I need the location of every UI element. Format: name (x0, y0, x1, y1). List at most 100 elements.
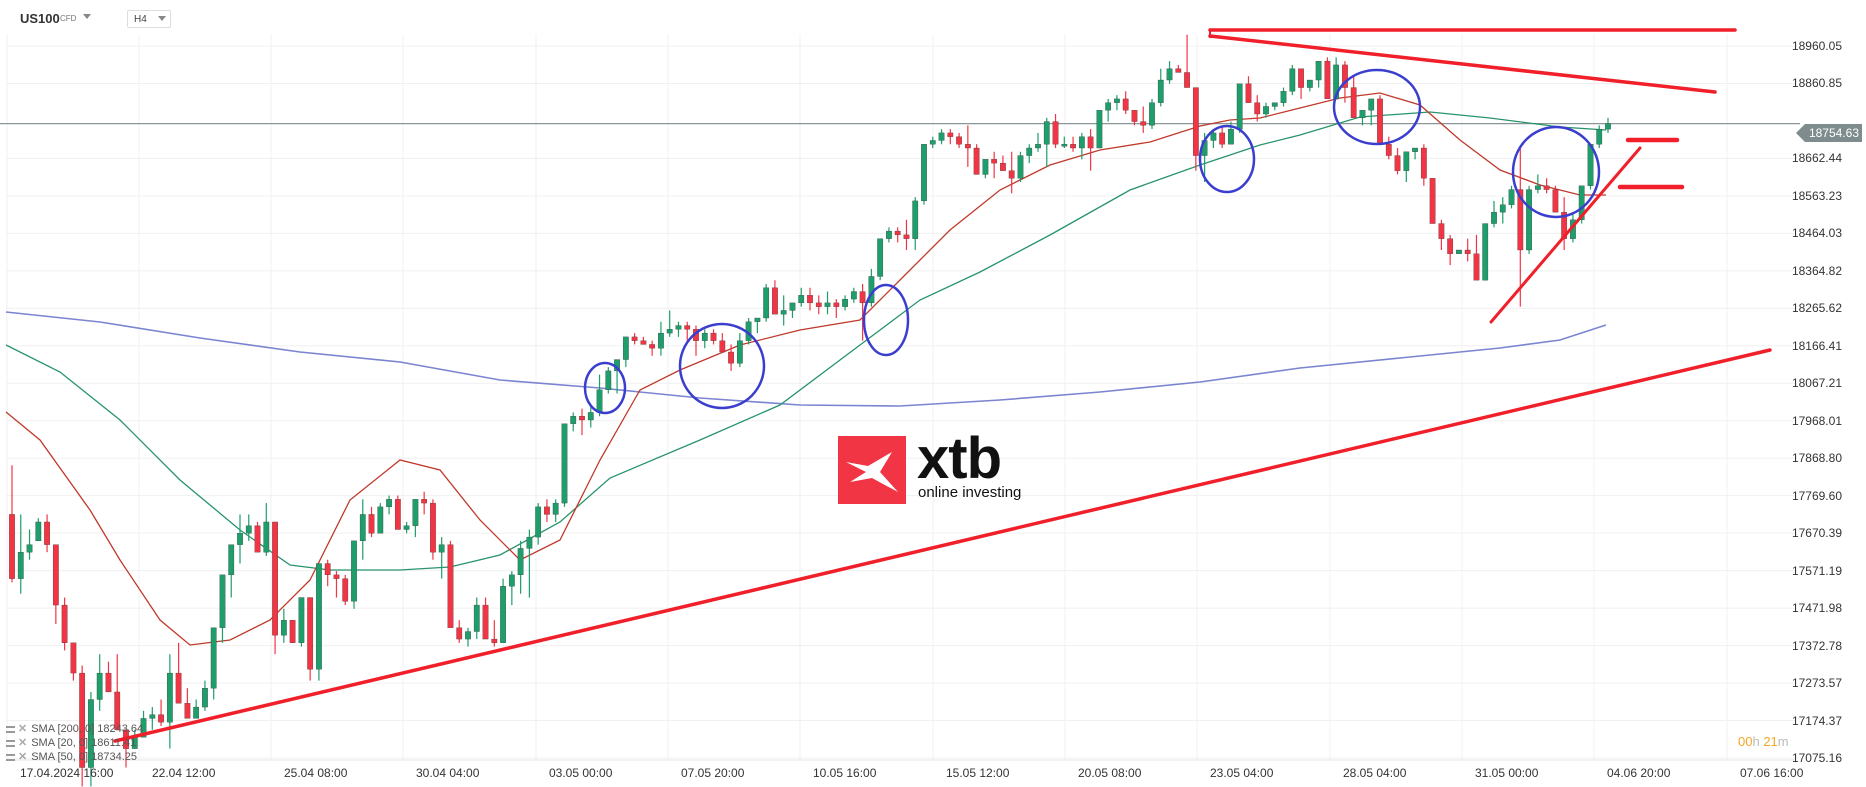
candle-body (1578, 185, 1585, 220)
time-tick-label: 25.04 08:00 (284, 766, 348, 780)
close-icon[interactable]: ✕ (18, 737, 28, 749)
candle-body (482, 604, 489, 640)
settings-icon[interactable] (6, 725, 15, 733)
sma200-line (5, 311, 1607, 407)
candle-body (596, 389, 603, 413)
time-tick-label: 22.04 12:00 (152, 766, 216, 780)
candle-body (1210, 132, 1217, 141)
candle-body (88, 699, 94, 768)
indicator-legend-item[interactable]: ✕ SMA [50, 0] 18734.25 (6, 750, 137, 763)
price-tick-label: 18067.21 (1791, 376, 1842, 391)
candle-body (52, 544, 59, 606)
candle-body (658, 332, 664, 349)
time-tick-label: 10.05 16:00 (813, 766, 877, 780)
candle-body (631, 336, 638, 341)
indicator-legend-item[interactable]: ✕ SMA [200, 0] 18243.64 (6, 722, 143, 735)
candle-body (1070, 144, 1076, 149)
candle-body (359, 514, 366, 542)
candle-body (1254, 102, 1261, 115)
price-tick-label: 17670.39 (1791, 526, 1842, 541)
timeframe-select[interactable]: H4 (127, 10, 171, 28)
candle-body (1315, 60, 1322, 81)
candle-body (772, 287, 778, 315)
candle-body (1543, 185, 1550, 190)
candle-body (789, 302, 796, 311)
sma20-line (5, 92, 1606, 646)
highlight-circle (583, 361, 627, 415)
close-icon[interactable]: ✕ (18, 751, 28, 763)
candle-body (1508, 189, 1515, 205)
indicator-legend-item[interactable]: ✕ SMA [20, 0] 18611.41 (6, 736, 136, 749)
candle-body (719, 340, 726, 353)
symbol-name[interactable]: US100 (20, 11, 60, 26)
candle-body (491, 638, 498, 643)
candle-body (324, 563, 331, 576)
candle-body (649, 344, 656, 349)
candle-body (70, 642, 77, 674)
settings-icon[interactable] (6, 739, 15, 747)
candle-body (1087, 136, 1094, 149)
candle-body (552, 502, 559, 515)
candle-body (1342, 64, 1348, 88)
highlight-circle (862, 283, 910, 357)
candle-body (228, 544, 235, 576)
candle-body (1298, 68, 1304, 88)
candle-body (421, 499, 428, 504)
candle-body (982, 159, 989, 175)
candle-body (1192, 87, 1199, 156)
candle-body (710, 332, 717, 341)
candle-body (79, 672, 86, 768)
x-logo-icon (846, 452, 898, 492)
candle-body (763, 287, 770, 319)
candle-body (394, 499, 401, 530)
candle-body (456, 627, 463, 640)
candle-body (447, 544, 454, 628)
candle-body (1052, 121, 1059, 145)
price-tick-label: 17868.80 (1791, 451, 1842, 466)
candle-body (1420, 147, 1427, 179)
candle-body (1140, 121, 1147, 126)
candle-body (587, 412, 594, 421)
candle-body (1096, 110, 1103, 149)
ascending-trendline (113, 348, 1772, 743)
candle-body (1350, 87, 1357, 118)
candle-body (1412, 147, 1418, 152)
candle-body (956, 136, 962, 145)
candle-body (1245, 83, 1252, 103)
candle-body (1280, 91, 1287, 103)
candle-body (1114, 98, 1120, 103)
close-icon[interactable]: ✕ (18, 723, 28, 735)
candle-body (500, 586, 506, 643)
candle-body (1157, 79, 1164, 103)
price-tick-label: 18364.82 (1791, 263, 1842, 278)
candle-body (202, 688, 208, 708)
candle-body (886, 230, 892, 239)
candle-body (544, 506, 550, 515)
candle-body (675, 325, 682, 330)
candle-body (526, 536, 533, 549)
candle-body (210, 627, 217, 689)
candle-body (1377, 98, 1383, 145)
candle-body (430, 502, 436, 553)
candle-body (184, 703, 191, 719)
price-tick-label: 17471.98 (1791, 601, 1842, 616)
candle-body (807, 295, 813, 304)
candle-body (1236, 83, 1243, 130)
candle-body (815, 302, 822, 307)
settings-icon[interactable] (6, 753, 15, 761)
candle-body (508, 574, 515, 587)
candle-body (1534, 185, 1541, 190)
candle-body (877, 238, 884, 277)
candle-body (1403, 151, 1410, 171)
symbol-dropdown-icon[interactable] (83, 14, 91, 19)
candle-body (412, 499, 419, 526)
candle-body (929, 140, 936, 145)
candle-body (947, 132, 954, 137)
candle-body (316, 563, 322, 670)
candle-body (1175, 68, 1182, 73)
candle-body (1306, 79, 1313, 88)
price-tick-label: 18662.44 (1791, 151, 1842, 166)
candle-body (912, 200, 919, 239)
price-tick-label: 17571.19 (1791, 563, 1842, 578)
